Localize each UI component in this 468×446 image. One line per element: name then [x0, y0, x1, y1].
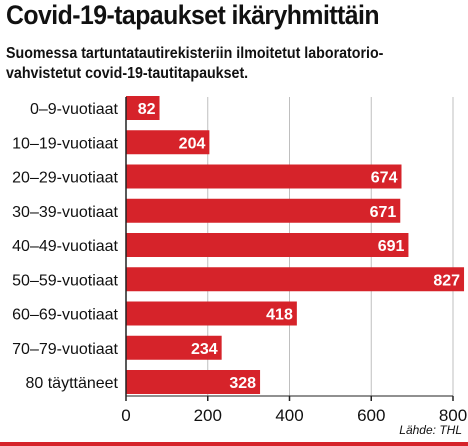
- x-tick-label: 200: [194, 406, 222, 425]
- bar: [126, 301, 297, 326]
- chart-title: Covid-19-tapaukset ikäryhmittäin: [6, 0, 380, 30]
- bar: [126, 164, 402, 189]
- category-label: 0–9-vuotiaat: [30, 101, 119, 118]
- value-label: 234: [191, 341, 218, 358]
- category-label: 20–29-vuotiaat: [12, 170, 118, 187]
- value-label: 691: [378, 238, 405, 255]
- category-label: 40–49-vuotiaat: [12, 238, 118, 255]
- value-label: 671: [370, 204, 397, 221]
- bar: [126, 130, 210, 155]
- source-note: Lähde: THL: [399, 423, 462, 437]
- category-label: 60–69-vuotiaat: [12, 307, 118, 324]
- value-label: 82: [138, 101, 156, 118]
- bar: [126, 370, 261, 394]
- x-tick-label: 0: [121, 406, 130, 425]
- x-tick-label: 600: [357, 406, 385, 425]
- value-label: 827: [433, 272, 460, 289]
- chart-subtitle: Suomessa tartuntatautirekisteriin ilmoit…: [6, 45, 384, 82]
- category-label: 10–19-vuotiaat: [12, 135, 118, 152]
- value-label: 204: [179, 135, 206, 152]
- bar: [126, 335, 222, 360]
- bar: [126, 96, 160, 120]
- category-label: 50–59-vuotiaat: [12, 272, 118, 289]
- value-label: 418: [266, 307, 293, 324]
- x-tick-label: 400: [275, 406, 303, 425]
- bar: [126, 233, 409, 257]
- bar: [126, 198, 401, 223]
- category-label: 70–79-vuotiaat: [12, 341, 118, 358]
- value-label: 674: [371, 170, 398, 187]
- category-label: 30–39-vuotiaat: [12, 204, 118, 221]
- value-label: 328: [229, 375, 256, 392]
- x-tick-label: 800: [439, 406, 467, 425]
- category-label: 80 täyttäneet: [25, 375, 118, 392]
- bar: [126, 267, 465, 292]
